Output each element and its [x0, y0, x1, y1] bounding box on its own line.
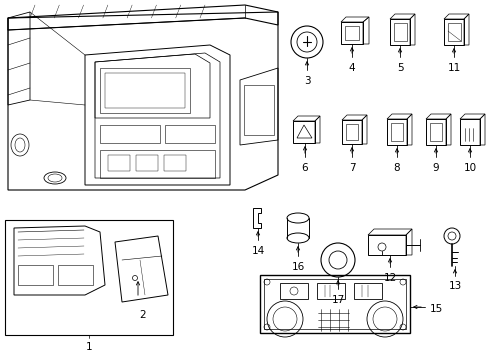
Bar	[390, 123, 402, 141]
Text: 10: 10	[463, 163, 476, 173]
Text: 3: 3	[303, 76, 310, 86]
Bar	[459, 119, 479, 145]
Bar	[393, 23, 406, 41]
Bar	[443, 19, 463, 45]
Bar	[100, 125, 160, 143]
Text: 9: 9	[432, 163, 438, 173]
Bar	[341, 120, 361, 144]
Bar	[18, 265, 53, 285]
Bar	[425, 119, 445, 145]
Bar	[108, 155, 130, 171]
Bar	[105, 73, 184, 108]
Bar	[429, 123, 441, 141]
Bar	[386, 119, 406, 145]
Text: 11: 11	[447, 63, 460, 73]
Text: 7: 7	[348, 163, 355, 173]
Bar	[244, 85, 273, 135]
Text: 2: 2	[140, 310, 146, 320]
Text: 1: 1	[85, 342, 92, 352]
Text: 6: 6	[301, 163, 307, 173]
Text: 12: 12	[383, 273, 396, 283]
Bar	[280, 283, 307, 299]
Bar	[353, 283, 381, 299]
Text: 4: 4	[348, 63, 355, 73]
Bar	[100, 150, 215, 178]
Text: 15: 15	[429, 304, 442, 314]
Bar	[58, 265, 93, 285]
Bar	[136, 155, 158, 171]
Bar	[264, 279, 405, 329]
Bar	[292, 121, 314, 143]
Text: 16: 16	[291, 262, 304, 272]
Bar	[340, 22, 362, 44]
Bar	[345, 26, 358, 40]
Text: 8: 8	[393, 163, 400, 173]
Bar	[367, 235, 405, 255]
Bar	[316, 283, 345, 299]
Bar	[260, 275, 409, 333]
Bar	[100, 68, 190, 113]
Text: 17: 17	[331, 295, 344, 305]
Bar	[389, 19, 409, 45]
Text: 13: 13	[447, 281, 461, 291]
Bar	[346, 124, 357, 140]
Bar	[5, 220, 173, 335]
Bar	[163, 155, 185, 171]
Bar	[447, 23, 460, 41]
Text: 5: 5	[396, 63, 403, 73]
Bar	[164, 125, 215, 143]
Text: 14: 14	[251, 246, 264, 256]
